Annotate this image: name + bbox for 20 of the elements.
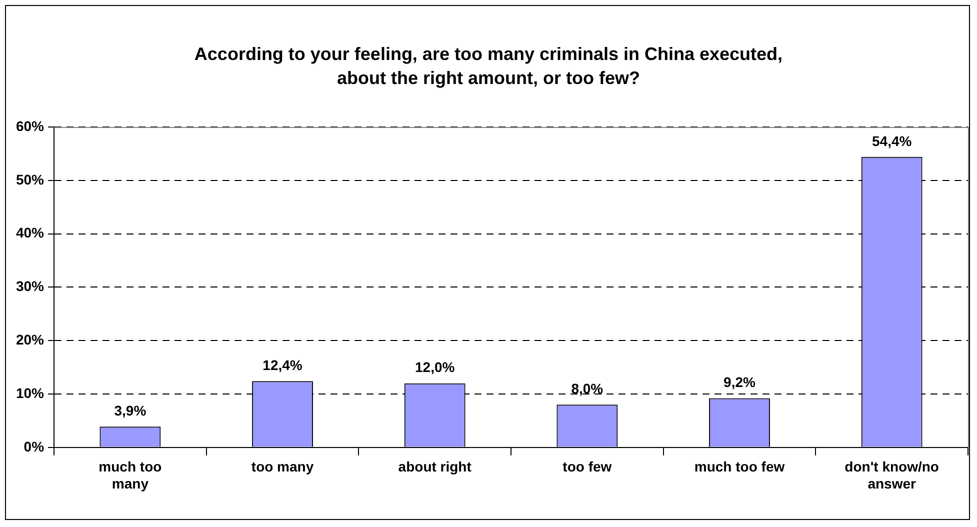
data-label: 12,0% <box>414 359 456 376</box>
x-tick-label: too few <box>562 458 612 475</box>
y-tick-label: 0% <box>24 438 45 454</box>
y-tick-label: 50% <box>16 171 45 188</box>
y-tick-label: 20% <box>16 331 45 348</box>
data-label: 12,4% <box>262 357 303 374</box>
y-tick-label: 10% <box>16 384 45 401</box>
y-tick-label: 30% <box>16 278 45 294</box>
data-label: 9,2% <box>724 374 756 390</box>
x-tick-label: don't know/no answer <box>844 458 939 492</box>
x-tick-label: about right <box>398 458 472 475</box>
chart-title: According to your feeling, are too many criminals in China executed, about the right amount, or too few? <box>193 43 784 90</box>
y-tick-label: 60% <box>16 118 45 134</box>
data-label: 54,4% <box>872 132 912 149</box>
data-label: 3,9% <box>114 402 147 418</box>
x-tick-label: much too many <box>98 458 162 492</box>
data-label: 8,0% <box>571 380 604 397</box>
x-tick-label: much too few <box>694 458 785 475</box>
x-tick-label: too many <box>251 458 314 475</box>
y-tick-label: 40% <box>16 224 45 241</box>
